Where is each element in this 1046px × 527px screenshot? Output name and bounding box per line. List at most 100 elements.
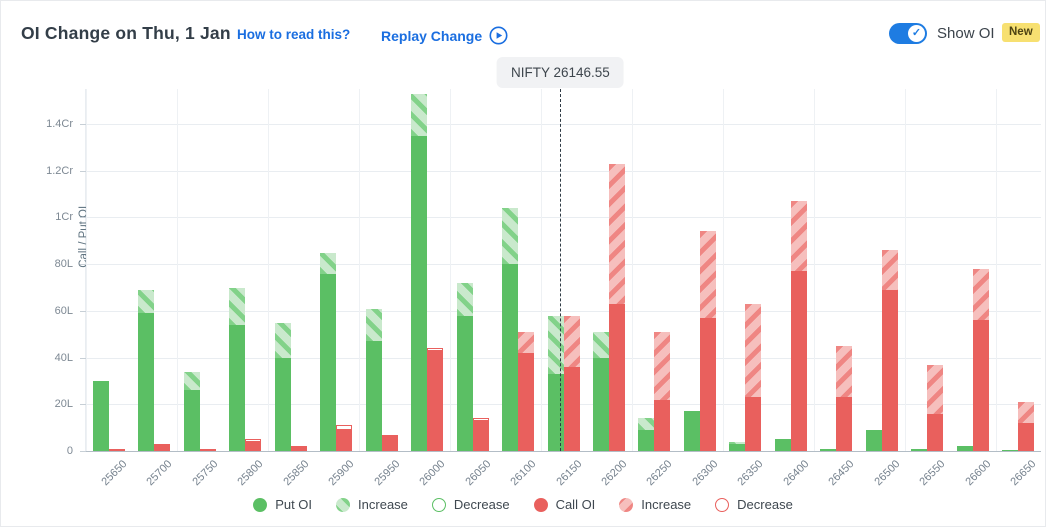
bar-segment-call-current — [336, 429, 353, 451]
bar-segment-put-increase — [274, 322, 291, 358]
bar-segment-put-current — [911, 448, 928, 451]
show-oi-label: Show OI — [937, 25, 995, 42]
gridline-x — [631, 89, 633, 451]
bar-put-26150[interactable] — [547, 315, 564, 451]
legend-item-put-hatch[interactable]: Increase — [336, 497, 408, 512]
bar-call-26500[interactable] — [881, 250, 898, 451]
bar-segment-put-current — [411, 135, 428, 451]
bar-call-25750[interactable] — [199, 448, 216, 451]
legend-item-call-hollow[interactable]: Decrease — [715, 497, 793, 512]
bar-segment-put-current — [774, 439, 791, 451]
legend-label: Increase — [641, 497, 692, 512]
legend-item-call-hatch[interactable]: Increase — [619, 497, 691, 512]
y-tick-mark — [80, 264, 86, 266]
bar-call-26050[interactable] — [472, 417, 489, 451]
bar-put-25950[interactable] — [365, 308, 382, 451]
bar-segment-call-current — [836, 397, 853, 451]
y-axis-line — [85, 89, 86, 451]
bar-segment-call-current — [290, 446, 307, 451]
y-tick-label: 1.2Cr — [46, 164, 73, 177]
bar-segment-call-current — [1018, 422, 1035, 451]
bar-put-26600[interactable] — [956, 446, 973, 451]
bar-put-26550[interactable] — [911, 448, 928, 451]
bar-call-26100[interactable] — [518, 331, 535, 451]
bar-segment-put-current — [456, 315, 473, 451]
bar-put-26050[interactable] — [456, 282, 473, 451]
bar-put-25750[interactable] — [183, 371, 200, 451]
x-tick-label-25850: 25850 — [281, 458, 312, 489]
bar-put-25700[interactable] — [138, 289, 155, 451]
bar-put-26650[interactable] — [1002, 449, 1019, 451]
legend-put-solid-icon — [253, 497, 268, 512]
bar-call-26600[interactable] — [972, 268, 989, 451]
bar-call-25850[interactable] — [290, 446, 307, 451]
bar-segment-put-increase — [183, 371, 200, 391]
bar-put-26000[interactable] — [411, 93, 428, 451]
bar-call-26300[interactable] — [699, 231, 716, 451]
bar-call-26650[interactable] — [1018, 401, 1035, 451]
legend-label: Decrease — [453, 497, 510, 512]
legend-label: Call OI — [555, 497, 596, 512]
bar-put-26300[interactable] — [683, 411, 700, 451]
legend-item-call-solid[interactable]: Call OI — [533, 497, 596, 512]
gridline-x — [904, 89, 906, 451]
new-badge: New — [1002, 23, 1040, 42]
bar-call-26550[interactable] — [927, 364, 944, 451]
bar-put-26350[interactable] — [729, 441, 746, 451]
bar-put-25850[interactable] — [274, 322, 291, 451]
bar-segment-put-current — [274, 357, 291, 451]
bar-segment-call-current — [699, 317, 716, 451]
legend-item-put-hollow[interactable]: Decrease — [431, 497, 510, 512]
x-tick-label-26600: 26600 — [963, 458, 994, 489]
bar-segment-put-current — [320, 273, 337, 451]
bar-put-25800[interactable] — [229, 287, 246, 451]
bar-call-26350[interactable] — [745, 303, 762, 451]
bar-call-26250[interactable] — [654, 331, 671, 451]
bar-segment-put-increase — [229, 287, 246, 325]
bar-put-25650[interactable] — [92, 380, 109, 451]
replay-change-button[interactable]: Replay Change — [381, 26, 508, 45]
legend-put-hatch-icon — [336, 497, 351, 512]
bar-call-26450[interactable] — [836, 345, 853, 451]
bar-segment-call-current — [881, 289, 898, 451]
bar-put-26250[interactable] — [638, 418, 655, 451]
bar-segment-put-current — [592, 357, 609, 451]
legend-item-put-solid[interactable]: Put OI — [253, 497, 312, 512]
bar-segment-call-current — [790, 271, 807, 451]
x-tick-label-26050: 26050 — [462, 458, 494, 489]
x-tick-label-25650: 25650 — [99, 458, 130, 489]
play-circle-icon[interactable] — [489, 26, 508, 45]
bar-call-26400[interactable] — [790, 201, 807, 451]
bar-put-26100[interactable] — [502, 208, 519, 451]
y-tick-mark — [80, 310, 86, 312]
bar-segment-call-increase — [790, 201, 807, 272]
gridline-y — [86, 264, 1041, 266]
bar-put-26400[interactable] — [774, 439, 791, 451]
bar-put-26200[interactable] — [592, 331, 609, 451]
bar-put-26500[interactable] — [865, 429, 882, 451]
y-tick-label: 20L — [54, 398, 73, 411]
x-tick-label-25750: 25750 — [190, 458, 221, 489]
bar-call-25650[interactable] — [108, 448, 125, 451]
bar-call-25800[interactable] — [245, 438, 262, 451]
bar-call-25900[interactable] — [336, 425, 353, 451]
bar-call-26150[interactable] — [563, 315, 580, 451]
bar-put-25900[interactable] — [320, 252, 337, 451]
bar-segment-call-decrease — [472, 417, 489, 421]
bar-call-26200[interactable] — [608, 163, 625, 451]
x-tick-label-26400: 26400 — [781, 458, 812, 489]
bar-segment-put-current — [229, 324, 246, 451]
bar-segment-call-current — [245, 441, 262, 451]
bar-call-25950[interactable] — [381, 434, 398, 451]
bar-call-26000[interactable] — [427, 347, 444, 451]
bar-put-26450[interactable] — [820, 448, 837, 451]
how-to-read-link[interactable]: How to read this? — [237, 27, 351, 42]
bar-segment-call-current — [154, 444, 171, 451]
bar-segment-call-increase — [836, 345, 853, 398]
bar-call-25700[interactable] — [154, 444, 171, 451]
nifty-marker-line — [560, 89, 562, 451]
bar-segment-call-increase — [699, 231, 716, 318]
show-oi-toggle[interactable]: ✓ — [889, 23, 927, 44]
gridline-y — [86, 170, 1041, 172]
y-tick-mark — [80, 124, 86, 126]
